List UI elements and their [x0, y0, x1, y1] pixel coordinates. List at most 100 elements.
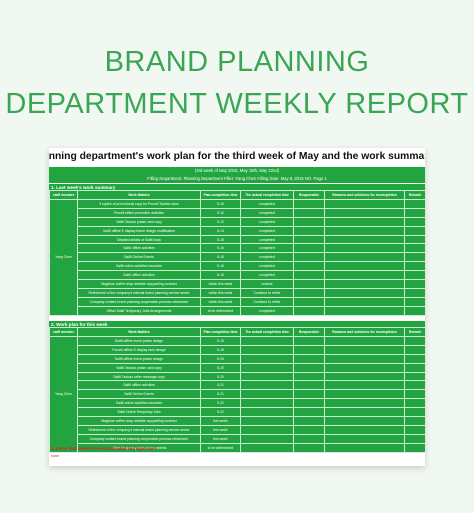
actual-time-cell: [240, 407, 294, 418]
column-header: The actual completion time: [240, 190, 294, 200]
table-row: Other temporary work arrangements to be d…: [50, 442, 425, 453]
table-row: Company content brand planning cooperati…: [50, 296, 425, 307]
work-matter-cell: Salt6 offline E display frame design mod…: [77, 225, 201, 236]
plan-time-cell: 5-20: [200, 362, 241, 373]
remark-cell: [404, 371, 425, 382]
reasons-cell: [324, 398, 405, 409]
actual-time-cell: completed: [240, 261, 294, 272]
reasons-cell: [324, 407, 405, 418]
table-row: Salt6 offline E display frame design mod…: [50, 225, 425, 236]
reasons-cell: [324, 424, 405, 435]
actual-time-cell: [240, 371, 294, 382]
responsible-cell: [293, 296, 325, 307]
table-row: Salt6 Online Temporary Jobs 5-22: [50, 407, 425, 418]
table-row: Detailed details of Salt6 body 5-15 comple…: [50, 234, 425, 245]
work-matter-cell: Salt6 Online Events: [77, 252, 201, 263]
reasons-cell: [324, 416, 405, 426]
responsible-cell: [293, 344, 325, 355]
table-row: Salt6 Online Events 5-15 completed: [50, 252, 425, 263]
remark-cell: [404, 270, 425, 281]
hero-title-line1: BRAND PLANNING: [104, 46, 370, 78]
plan-time-cell: 5-21: [200, 380, 241, 391]
remark-cell: [404, 362, 425, 373]
work-matter-cell: Detailed details of Salt6 body: [77, 234, 201, 245]
remark-cell: [404, 279, 425, 289]
actual-time-cell: completed: [240, 270, 294, 281]
remark-cell: [404, 353, 425, 364]
plan-time-cell: this week: [200, 433, 241, 444]
table-row: Magician coffee shop website copywriting…: [50, 416, 425, 426]
remark-cell: [404, 344, 425, 355]
remark-cell: [404, 442, 425, 453]
reasons-cell: [324, 207, 405, 218]
table-row: Salt6 online activities launches 5-15 comp…: [50, 261, 425, 272]
work-matter-cell: Refinement of the company's internal bra…: [77, 424, 201, 435]
work-matter-cell: Offset Salt6 Temporary Jobs Arrangements: [77, 305, 201, 316]
table-row: Refinement of the company's internal bra…: [50, 424, 425, 435]
column-header: Remark: [404, 327, 425, 337]
plan-time-cell: 5-12: [200, 207, 241, 218]
remark-cell: [404, 234, 425, 245]
actual-time-cell: [240, 389, 294, 400]
plan-time-cell: to be determined: [200, 305, 241, 316]
reasons-cell: [324, 389, 405, 400]
reasons-cell: [324, 362, 405, 373]
remark-cell: [404, 389, 425, 400]
remark-cell: [404, 407, 425, 418]
hero-title-line2: DEPARTMENT WEEKLY REPORT: [5, 88, 469, 120]
coordination-none: none: [51, 454, 59, 458]
actual-time-cell: completed: [240, 199, 294, 209]
column-header: Reasons and solutions for incompletion: [324, 190, 405, 200]
responsible-cell: [293, 225, 325, 236]
work-matter-cell: Refinement of the company's internal bra…: [77, 287, 201, 298]
reasons-cell: [324, 243, 405, 254]
table-row: Purcell offline E display rack design 5-1…: [50, 344, 425, 355]
plan-time-cell: 5-19: [200, 336, 241, 346]
actual-time-cell: [240, 362, 294, 373]
reasons-cell: [324, 433, 405, 444]
table-header-row: staff member Work Matters Plan completion …: [49, 327, 425, 337]
work-matter-cell: Salt6 offline activities: [77, 243, 201, 254]
last-week-table: staff member Work Matters Plan completion …: [49, 190, 425, 316]
table-row: Salt6 Online Events 5-21: [50, 389, 425, 400]
actual-time-cell: [240, 353, 294, 364]
remark-cell: [404, 199, 425, 209]
actual-time-cell: [240, 336, 294, 346]
remark-cell: [404, 287, 425, 298]
table-row: Refinement of the company's internal bra…: [50, 287, 425, 298]
reasons-cell: [324, 380, 405, 391]
reasons-cell: [324, 252, 405, 263]
reasons-cell: [324, 287, 405, 298]
actual-time-cell: [240, 344, 294, 355]
remark-cell: [404, 433, 425, 444]
remark-cell: [404, 424, 425, 435]
actual-time-cell: [240, 398, 294, 409]
reasons-cell: [324, 371, 405, 382]
table-row: Yang Chen 3 copies of promotional copy fo…: [49, 199, 425, 316]
actual-time-cell: completed: [240, 252, 294, 263]
plan-time-cell: this week: [200, 416, 241, 426]
actual-time-cell: completed: [240, 243, 294, 254]
responsible-cell: [293, 353, 325, 364]
table-row: Salt6 offline activities 5-21: [50, 380, 425, 391]
work-matter-cell: Salt6 Taobao seller message copy: [77, 371, 201, 382]
reasons-cell: [324, 261, 405, 272]
responsible-cell: [293, 199, 325, 209]
responsible-cell: [293, 371, 325, 382]
table-row: Magician coffee shop website copywriting…: [50, 279, 425, 289]
responsible-cell: [293, 216, 325, 227]
actual-time-cell: undone: [240, 279, 294, 289]
responsible-cell: [293, 207, 325, 218]
work-matter-cell: Salt6 offline activities: [77, 270, 201, 281]
plan-time-cell: 5-20: [200, 371, 241, 382]
table-row: Salt6 offline activities 5-15 completed: [50, 270, 425, 281]
work-matter-cell: Salt6 Taobao praise card copy: [77, 216, 201, 227]
responsible-cell: [293, 380, 325, 391]
actual-time-cell: completed: [240, 305, 294, 316]
work-matter-cell: Company content brand planning cooperati…: [77, 296, 201, 307]
staff-member-cell: Yang Chen: [49, 199, 78, 316]
column-header: Remark: [404, 190, 425, 200]
column-header: Responsible: [293, 327, 325, 337]
remark-cell: [404, 296, 425, 307]
actual-time-cell: completed: [240, 207, 294, 218]
